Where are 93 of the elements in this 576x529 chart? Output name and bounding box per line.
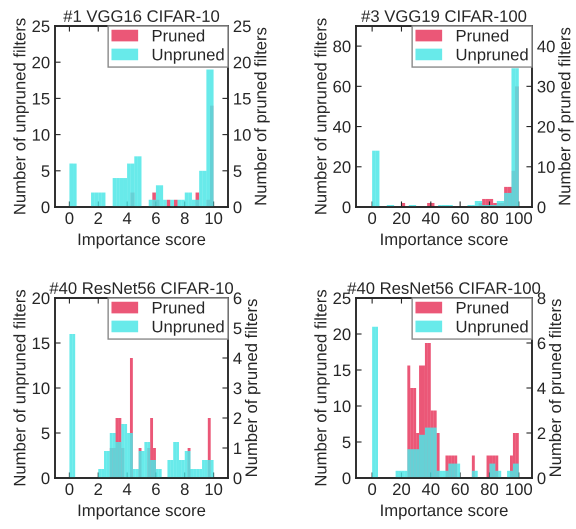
x-tick-label: 8	[180, 212, 189, 224]
legend-label: Unpruned	[152, 320, 224, 336]
x-tick-label: 10	[206, 212, 222, 224]
x-tick-label: 0	[368, 483, 376, 496]
y2-tick-label: 40	[537, 40, 555, 52]
y2-tick-label: 20	[234, 56, 251, 68]
legend-label: Pruned	[456, 29, 508, 42]
y-axis-title: Number of unpruned filters	[13, 18, 29, 214]
legend-label: Unpruned	[152, 48, 224, 64]
x-tick-label: 2	[94, 212, 102, 224]
y-axis-title: Number of unpruned filters	[13, 290, 29, 486]
x-tick-label: 4	[122, 483, 132, 495]
y-axis-title: Number of unpruned filters	[314, 18, 330, 214]
y2-tick-label: 20	[538, 120, 555, 133]
x-tick-label: 6	[152, 212, 160, 224]
x-tick-label: 20	[393, 212, 410, 224]
y2-axis-title: Number of pruned filters	[548, 299, 564, 476]
y2-tick-label: 5	[234, 165, 242, 178]
y2-tick-label: 15	[234, 92, 251, 105]
y2-tick-label: 6	[538, 337, 546, 350]
x-tick-label: 0	[65, 212, 74, 224]
y2-tick-label: 6	[234, 292, 242, 304]
y2-tick-label: 10	[538, 161, 555, 173]
x-tick-label: 10	[206, 483, 222, 496]
x-tick-label: 20	[393, 483, 410, 496]
y2-tick-label: 5	[234, 322, 242, 334]
chart-title: #40 ResNet56 CIFAR-100	[347, 282, 540, 294]
legend-label: Unpruned	[456, 320, 528, 336]
x-tick-label: 80	[480, 483, 498, 496]
y2-tick-label: 4	[233, 352, 242, 364]
y2-tick-label: 25	[234, 20, 251, 32]
y2-axis-title: Number of pruned filters	[558, 28, 574, 205]
y2-tick-label: 2	[234, 412, 242, 424]
y-tick-label: 15	[334, 364, 350, 376]
y2-axis-title: Number of pruned filters	[244, 299, 260, 476]
y-tick-label: 5	[342, 436, 350, 448]
legend-label: Unpruned	[456, 48, 528, 64]
y2-tick-label: 2	[538, 427, 546, 440]
y2-tick-label: 0	[234, 201, 242, 214]
x-tick-label: 4	[122, 212, 132, 224]
legend-label: Pruned	[456, 301, 508, 314]
x-axis-title: Importance score	[78, 504, 206, 520]
x-axis-title: Importance score	[381, 504, 508, 520]
y2-axis-title: Number of pruned filters	[254, 28, 270, 205]
legend-label: Pruned	[152, 301, 204, 314]
x-axis-title: Importance score	[381, 234, 508, 248]
y-tick-label: 15	[32, 338, 50, 350]
y2-tick-label: 4	[537, 382, 546, 394]
y-tick-label: 20	[333, 328, 350, 340]
x-tick-label: 0	[65, 483, 74, 496]
x-axis-title: Importance score	[78, 234, 206, 248]
x-tick-label: 60	[452, 212, 469, 224]
y-tick-label: 25	[333, 292, 350, 304]
y-tick-label: 20	[333, 161, 350, 173]
y2-tick-label: 0	[234, 472, 242, 484]
y-tick-label: 5	[42, 428, 50, 440]
y2-tick-label: 10	[234, 129, 251, 141]
x-tick-label: 40	[422, 483, 440, 496]
x-tick-label: 0	[368, 212, 376, 224]
chart-title: #3 VGG19 CIFAR-100	[361, 10, 526, 22]
y-tick-label: 80	[333, 40, 350, 52]
x-tick-label: 100	[506, 212, 532, 224]
y2-tick-label: 8	[538, 292, 546, 304]
y-tick-label: 0	[342, 472, 350, 484]
y-axis-title: Number of unpruned filters	[314, 290, 330, 486]
y-tick-label: 15	[32, 92, 50, 105]
y2-tick-label: 30	[537, 80, 555, 93]
chart-title: #40 ResNet56 CIFAR-10	[49, 282, 234, 294]
legend-label: Pruned	[152, 29, 204, 42]
y2-tick-label: 0	[538, 472, 546, 484]
x-tick-label: 2	[94, 483, 102, 495]
chart-title: #1 VGG16 CIFAR-10	[63, 10, 220, 22]
x-tick-label: 60	[452, 483, 469, 496]
y2-tick-label: 1	[234, 442, 242, 454]
y-tick-label: 5	[42, 165, 50, 178]
y-tick-label: 20	[32, 292, 50, 304]
x-tick-label: 6	[152, 483, 160, 496]
x-tick-label: 40	[422, 212, 440, 224]
y-tick-label: 60	[333, 80, 350, 93]
x-tick-label: 8	[180, 483, 189, 496]
y-tick-label: 40	[332, 120, 350, 133]
y-tick-label: 0	[342, 201, 350, 214]
y-tick-label: 25	[32, 20, 50, 32]
y2-tick-label: 0	[538, 201, 546, 214]
y-tick-label: 0	[42, 472, 50, 484]
x-tick-label: 100	[506, 483, 532, 496]
y-tick-label: 10	[32, 129, 50, 141]
y-tick-label: 0	[42, 201, 50, 214]
x-tick-label: 80	[480, 212, 498, 224]
y2-tick-label: 3	[233, 382, 242, 394]
y-tick-label: 10	[334, 400, 350, 412]
y-tick-label: 20	[32, 56, 50, 68]
y-tick-label: 10	[32, 382, 50, 394]
